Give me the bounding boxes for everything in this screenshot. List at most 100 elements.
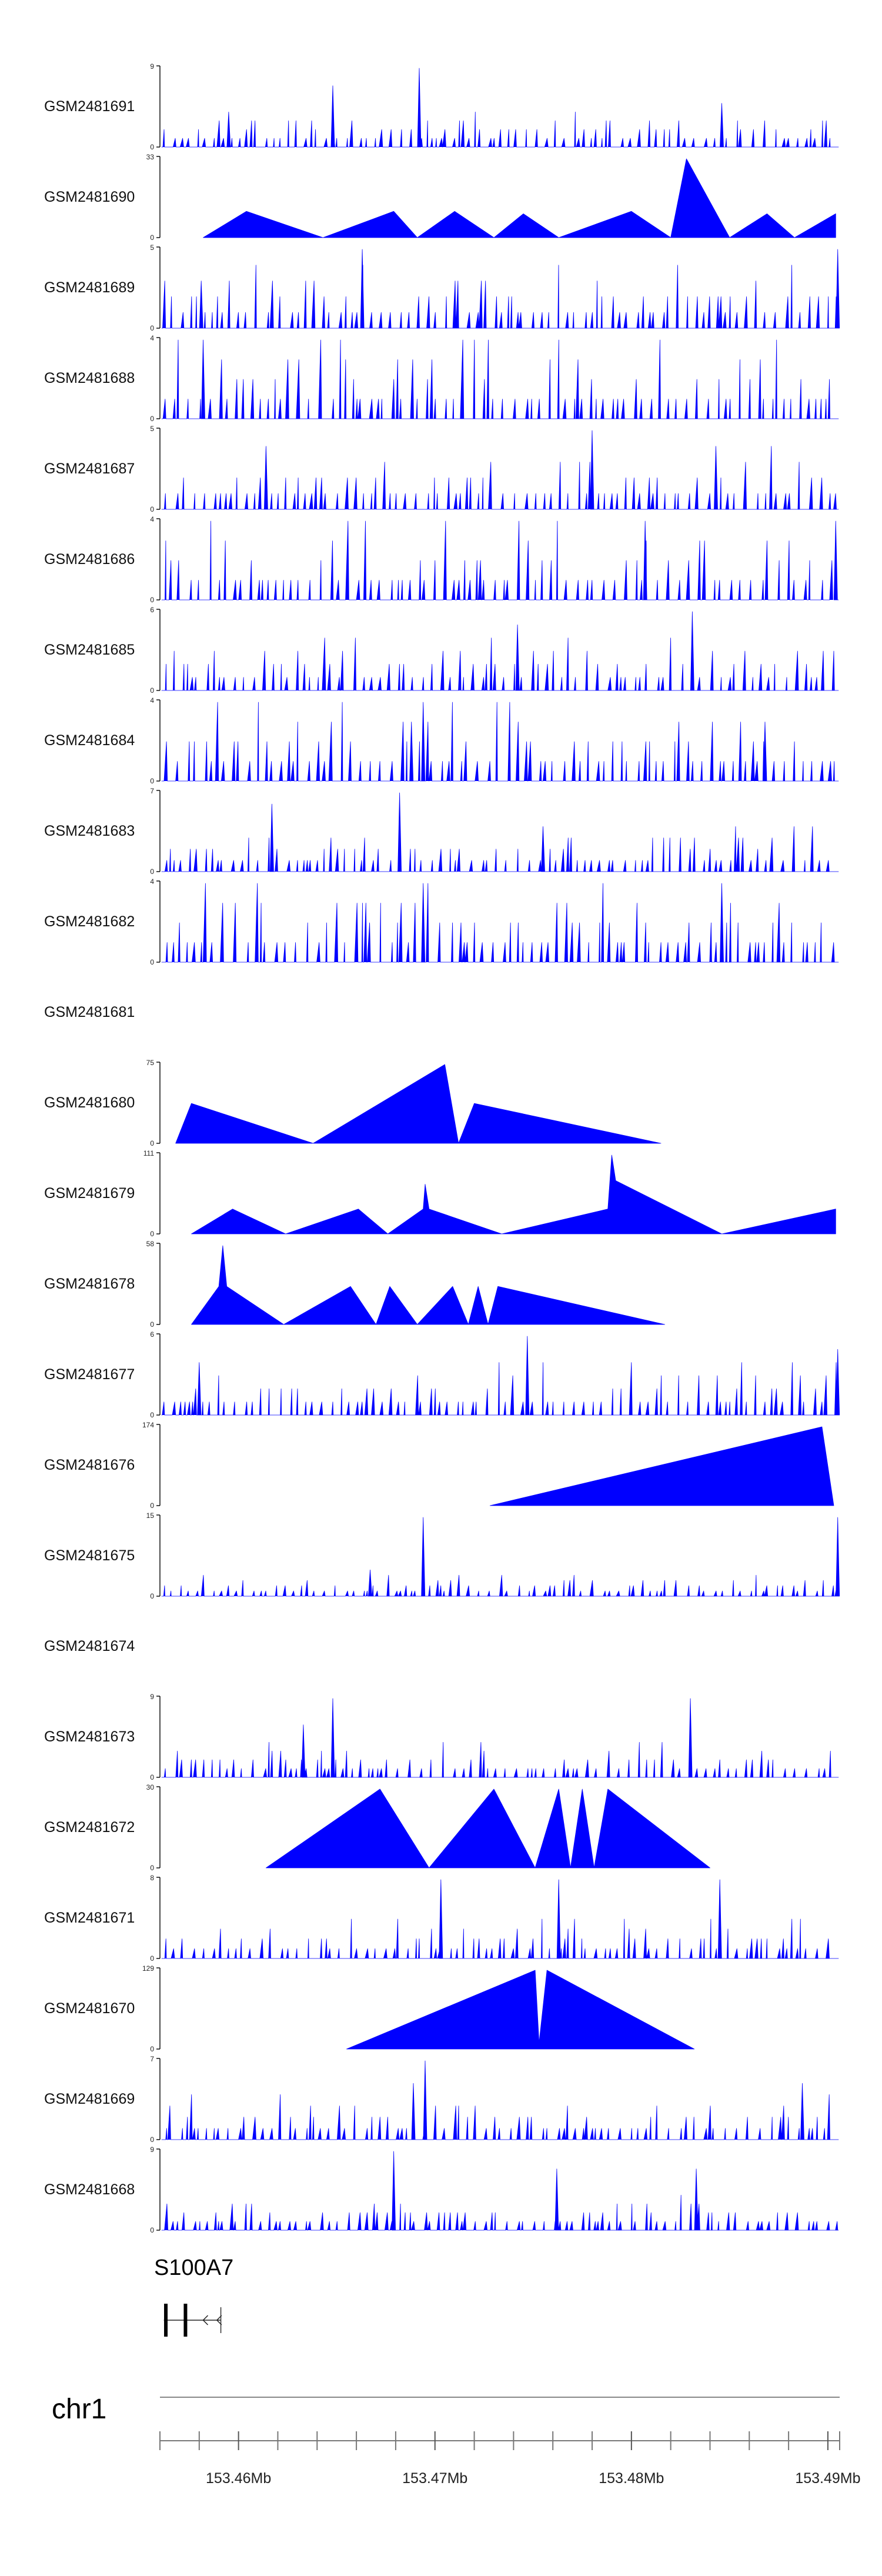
track-GSM2481678: GSM2481678 58 0 <box>44 1240 665 1329</box>
track-name-label: GSM2481685 <box>44 642 135 658</box>
coverage-area <box>161 68 839 148</box>
chromosome-track: chr1 153.46Mb 153.47Mb 153.48Mb 153.49Mb <box>52 2394 861 2487</box>
coverage-area <box>161 1336 840 1416</box>
y-axis-max-label: 15 <box>146 1511 155 1520</box>
axis-tick-label: 153.47Mb <box>402 2470 467 2487</box>
track-name-label: GSM2481687 <box>44 461 135 477</box>
coverage-area <box>161 883 839 963</box>
track-GSM2481675: GSM2481675 15 0 <box>44 1511 840 1600</box>
track-GSM2481690: GSM2481690 33 0 <box>44 153 836 242</box>
track-GSM2481670: GSM2481670 129 0 <box>44 1964 695 2053</box>
y-axis-max-label: 111 <box>143 1149 155 1157</box>
track-name-label: GSM2481677 <box>44 1366 135 1383</box>
y-axis-min-label: 0 <box>150 505 154 513</box>
track-GSM2481683: GSM2481683 7 0 <box>44 787 839 876</box>
track-GSM2481681: GSM2481681 <box>44 1004 135 1020</box>
track-GSM2481686: GSM2481686 4 0 <box>44 515 839 604</box>
track-GSM2481687: GSM2481687 5 0 <box>44 425 839 513</box>
track-GSM2481680: GSM2481680 75 0 <box>44 1059 662 1147</box>
y-axis-min-label: 0 <box>150 233 154 242</box>
track-GSM2481676: GSM2481676 174 0 <box>44 1421 834 1510</box>
y-axis-max-label: 75 <box>146 1059 155 1067</box>
track-name-label: GSM2481689 <box>44 279 135 296</box>
y-axis-min-label: 0 <box>150 867 154 876</box>
y-axis-max-label: 4 <box>150 696 154 705</box>
track-name-label: GSM2481669 <box>44 2091 135 2107</box>
coverage-area <box>175 1064 662 1144</box>
y-axis-min-label: 0 <box>150 1230 154 1238</box>
track-name-label: GSM2481675 <box>44 1547 135 1564</box>
coverage-area <box>203 158 836 238</box>
y-axis-max-label: 58 <box>146 1240 155 1248</box>
track-name-label: GSM2481679 <box>44 1185 135 1202</box>
gene-exon <box>164 2304 168 2337</box>
y-axis-min-label: 0 <box>150 686 154 695</box>
y-axis-min-label: 0 <box>150 2045 154 2053</box>
coverage-area <box>161 249 840 329</box>
y-axis-max-label: 8 <box>150 1874 154 1882</box>
coverage-area <box>161 611 839 691</box>
y-axis-max-label: 9 <box>150 1693 154 1701</box>
track-GSM2481691: GSM2481691 9 0 <box>44 62 839 151</box>
axis-tick-label: 153.49Mb <box>795 2470 860 2487</box>
track-GSM2481669: GSM2481669 7 0 <box>44 2055 839 2144</box>
coverage-area <box>161 2151 839 2231</box>
coverage-area <box>161 430 839 510</box>
y-axis-min-label: 0 <box>150 777 154 785</box>
track-name-label: GSM2481676 <box>44 1457 135 1473</box>
y-axis-max-label: 174 <box>142 1421 154 1429</box>
track-GSM2481685: GSM2481685 6 0 <box>44 606 839 695</box>
coverage-area <box>161 702 839 782</box>
coverage-area <box>161 1698 839 1778</box>
chromosome-label: chr1 <box>52 2394 106 2425</box>
track-name-label: GSM2481681 <box>44 1004 135 1020</box>
coverage-area <box>161 339 839 419</box>
gene-exon <box>183 2304 188 2337</box>
track-name-label: GSM2481672 <box>44 1819 135 1836</box>
axis-tick-label: 153.46Mb <box>206 2470 271 2487</box>
y-axis-max-label: 5 <box>150 243 154 252</box>
coverage-area <box>161 1879 839 1959</box>
coverage-area <box>489 1426 834 1506</box>
y-axis-min-label: 0 <box>150 415 154 423</box>
y-axis-min-label: 0 <box>150 1864 154 1872</box>
track-name-label: GSM2481686 <box>44 551 135 568</box>
y-axis-min-label: 0 <box>150 143 154 151</box>
y-axis-min-label: 0 <box>150 1954 154 1963</box>
gene-track: S100A7 <box>154 2255 233 2337</box>
track-GSM2481672: GSM2481672 30 0 <box>44 1783 710 1872</box>
y-axis-max-label: 4 <box>150 877 154 886</box>
track-name-label: GSM2481688 <box>44 370 135 386</box>
y-axis-min-label: 0 <box>150 1773 154 1781</box>
track-name-label: GSM2481673 <box>44 1729 135 1745</box>
track-GSM2481679: GSM2481679 111 0 <box>44 1149 836 1238</box>
y-axis-min-label: 0 <box>150 1411 154 1419</box>
y-axis-min-label: 0 <box>150 1592 154 1600</box>
y-axis-max-label: 4 <box>150 334 154 342</box>
y-axis-max-label: 7 <box>150 787 154 795</box>
track-name-label: GSM2481674 <box>44 1638 135 1654</box>
y-axis-min-label: 0 <box>150 1320 154 1329</box>
y-axis-max-label: 6 <box>150 1330 154 1339</box>
y-axis-max-label: 7 <box>150 2055 154 2063</box>
coverage-area <box>161 520 839 600</box>
coverage-area <box>266 1788 710 1868</box>
track-name-label: GSM2481668 <box>44 2181 135 2198</box>
y-axis-max-label: 6 <box>150 606 154 614</box>
coverage-area <box>191 1154 836 1234</box>
coverage-area <box>161 2060 839 2140</box>
y-axis-max-label: 30 <box>146 1783 155 1791</box>
y-axis-max-label: 33 <box>146 153 155 161</box>
track-GSM2481689: GSM2481689 5 0 <box>44 243 840 332</box>
y-axis-max-label: 5 <box>150 425 154 433</box>
coverage-area <box>161 792 839 872</box>
track-GSM2481684: GSM2481684 4 0 <box>44 696 839 785</box>
coverage-area <box>161 1517 840 1597</box>
track-GSM2481677: GSM2481677 6 0 <box>44 1330 840 1419</box>
y-axis-max-label: 129 <box>142 1964 154 1973</box>
y-axis-max-label: 9 <box>150 2145 154 2154</box>
y-axis-min-label: 0 <box>150 2226 154 2234</box>
y-axis-max-label: 4 <box>150 515 154 523</box>
coverage-tracks: GSM248169190GSM2481690330GSM248168950GSM… <box>44 62 840 2234</box>
